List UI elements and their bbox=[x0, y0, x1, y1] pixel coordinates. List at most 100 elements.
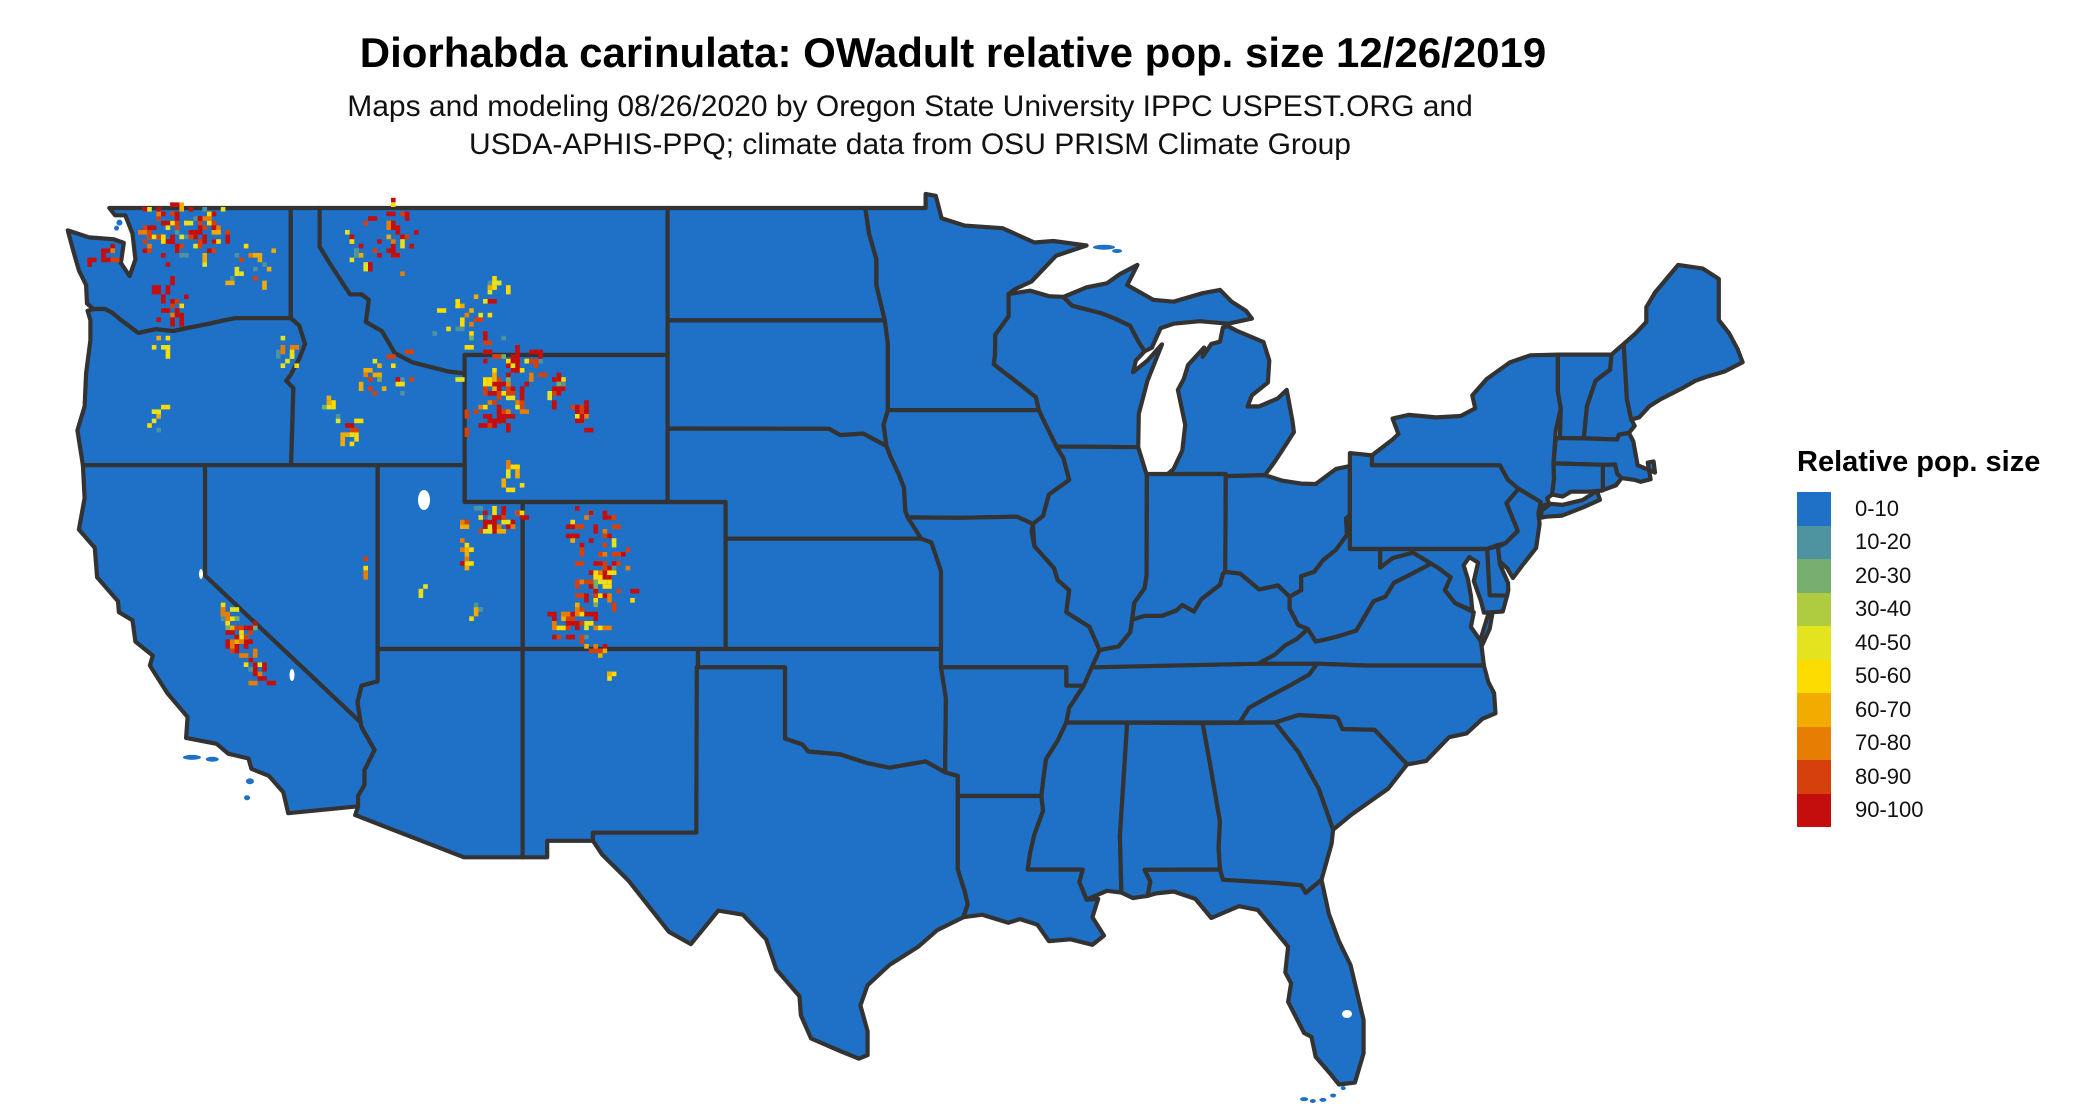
hotspot-pixel bbox=[611, 552, 621, 557]
hotspot-pixel bbox=[349, 441, 355, 447]
hotspot-pixel bbox=[326, 395, 332, 401]
hotspot-pixel bbox=[460, 519, 465, 525]
hotspot-pixel bbox=[478, 515, 483, 520]
hotspot-pixel bbox=[409, 377, 414, 382]
hotspot-pixel bbox=[593, 644, 598, 649]
hotspot-pixel bbox=[349, 257, 355, 263]
hotspot-pixel bbox=[110, 257, 120, 263]
legend-item-label: 0-10 bbox=[1855, 495, 1900, 521]
hotspot-pixel bbox=[575, 533, 580, 539]
hotspot-pixel bbox=[593, 579, 598, 589]
hotspot-pixel bbox=[211, 220, 217, 226]
hotspot-pixel bbox=[616, 561, 621, 566]
hotspot-pixel bbox=[630, 588, 640, 594]
hotspot-pixel bbox=[322, 404, 327, 410]
hotspot-pixel bbox=[170, 317, 175, 322]
hotspot-pixel bbox=[225, 625, 230, 631]
legend-item-label: 40-50 bbox=[1855, 629, 1912, 655]
hotspot-pixel bbox=[142, 248, 148, 253]
hotspot-pixel bbox=[602, 625, 612, 631]
hotspot-pixel bbox=[184, 234, 189, 240]
hotspot-pixel bbox=[147, 243, 152, 249]
hotspot-pixel bbox=[524, 381, 529, 387]
hotspot-pixel bbox=[552, 616, 557, 621]
hotspot-pixel bbox=[381, 386, 387, 391]
hotspot-pixel bbox=[506, 372, 511, 378]
hotspot-pixel bbox=[588, 538, 594, 543]
hotspot-pixel bbox=[455, 326, 465, 332]
state-shape bbox=[1256, 561, 1486, 668]
hotspot-pixel bbox=[584, 611, 594, 617]
hotspot-pixel bbox=[602, 584, 612, 589]
hotspot-pixel bbox=[243, 644, 249, 649]
hotspot-pixel bbox=[418, 588, 424, 594]
hotspot-pixel bbox=[565, 625, 571, 631]
hotspot-pixel bbox=[496, 391, 502, 401]
hotspot-pixel bbox=[584, 593, 589, 603]
hotspot-pixel bbox=[248, 630, 253, 635]
legend-item: 80-90 bbox=[1797, 760, 2040, 794]
hotspot-pixel bbox=[230, 639, 235, 649]
hotspot-pixel bbox=[170, 299, 175, 304]
hotspot-pixel bbox=[455, 377, 465, 382]
island bbox=[1319, 1097, 1327, 1102]
hotspot-pixel bbox=[105, 248, 111, 253]
hotspot-pixel bbox=[496, 404, 502, 414]
hotspot-pixel bbox=[92, 257, 97, 263]
hotspot-pixel bbox=[179, 303, 184, 309]
legend-item-label: 10-20 bbox=[1855, 529, 1912, 555]
hotspot-pixel bbox=[460, 303, 465, 309]
hotspot-pixel bbox=[575, 418, 585, 424]
legend-item: 0-10 bbox=[1797, 492, 2040, 526]
hotspot-pixel bbox=[593, 561, 603, 566]
hotspot-pixel bbox=[607, 671, 617, 677]
hotspot-pixel bbox=[243, 625, 253, 631]
hotspot-pixel bbox=[483, 358, 488, 364]
hotspot-pixel bbox=[593, 625, 598, 631]
hotspot-pixel bbox=[253, 648, 258, 658]
hotspot-pixel bbox=[519, 386, 525, 396]
hotspot-pixel bbox=[197, 225, 203, 230]
legend-item-label: 50-60 bbox=[1855, 663, 1912, 689]
hotspot-pixel bbox=[588, 510, 594, 516]
island bbox=[182, 754, 201, 760]
hotspot-pixel bbox=[391, 363, 396, 368]
hotspot-pixel bbox=[611, 524, 621, 529]
hotspot-pixel bbox=[607, 570, 617, 575]
hotspot-pixel bbox=[579, 634, 585, 644]
hotspot-pixel bbox=[538, 349, 543, 359]
hotspot-pixel bbox=[349, 432, 355, 437]
hotspot-pixel bbox=[584, 644, 589, 649]
hotspot-pixel bbox=[501, 354, 506, 359]
hotspot-pixel bbox=[354, 418, 364, 424]
hotspot-pixel bbox=[220, 207, 226, 212]
hotspot-pixel bbox=[492, 368, 497, 373]
hotspot-pixel bbox=[234, 648, 240, 654]
hotspot-pixel bbox=[464, 345, 474, 350]
hotspot-pixel bbox=[165, 349, 171, 359]
hotspot-pixel bbox=[598, 575, 603, 580]
hotspot-pixel bbox=[602, 644, 608, 649]
hotspot-pixel bbox=[575, 611, 580, 617]
hotspot-pixel bbox=[225, 630, 230, 635]
hotspot-pixel bbox=[487, 289, 493, 295]
hotspot-pixel bbox=[207, 248, 212, 253]
hotspot-pixel bbox=[202, 234, 207, 240]
hotspot-pixel bbox=[602, 529, 608, 534]
hotspot-pixel bbox=[593, 648, 603, 654]
hotspot-pixel bbox=[257, 676, 267, 681]
hotspot-pixel bbox=[584, 515, 589, 520]
legend-swatch bbox=[1797, 525, 1831, 559]
hotspot-pixel bbox=[506, 358, 511, 364]
hotspot-pixel bbox=[225, 611, 230, 621]
hotspot-pixel bbox=[565, 621, 571, 626]
hotspot-pixel bbox=[515, 349, 520, 359]
hotspot-pixel bbox=[602, 552, 608, 557]
lake bbox=[418, 490, 430, 510]
hotspot-pixel bbox=[496, 386, 502, 391]
hotspot-pixel bbox=[621, 552, 626, 557]
hotspot-pixel bbox=[473, 607, 479, 617]
hotspot-pixel bbox=[161, 345, 171, 350]
hotspot-pixel bbox=[377, 363, 382, 368]
hotspot-pixel bbox=[276, 349, 281, 359]
